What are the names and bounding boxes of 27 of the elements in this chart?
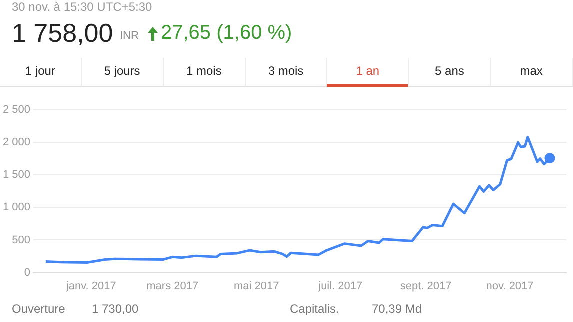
- text: 1 an: [327, 58, 410, 86]
- text: 5 jours: [82, 58, 164, 86]
- text: 70,39 Md: [372, 302, 422, 316]
- x-tick-label: juil. 2017: [318, 280, 363, 292]
- x-tick-label: janv. 2017: [65, 280, 116, 292]
- text: 1 758,00: [12, 18, 114, 49]
- text: Ouverture: [12, 302, 66, 316]
- x-tick-label: mars 2017: [146, 280, 199, 292]
- text: 30 nov. à 15:30 UTC+5:30: [12, 0, 152, 14]
- x-tick-label: sept. 2017: [400, 280, 452, 292]
- text: 1 730,00: [92, 302, 139, 316]
- text: INR: [120, 30, 139, 42]
- y-tick-label: 2 500: [2, 104, 31, 116]
- y-tick-label: 0: [24, 266, 31, 279]
- text: 3 mois: [246, 58, 328, 86]
- text: 1 mois: [164, 58, 246, 86]
- text: 27,65 (1,60 %): [161, 22, 292, 45]
- y-tick-label: 1 000: [2, 202, 31, 214]
- y-tick-label: 500: [12, 234, 31, 246]
- x-tick-label: nov. 2017: [486, 280, 534, 292]
- text: 5 ans: [409, 58, 492, 86]
- x-tick-label: mai 2017: [234, 280, 280, 292]
- y-tick-label: 1 500: [2, 169, 31, 182]
- text: 1 jour: [0, 58, 82, 86]
- text: Capitalis.: [290, 302, 340, 316]
- y-tick-label: 2 000: [2, 136, 31, 149]
- text: max: [491, 58, 573, 86]
